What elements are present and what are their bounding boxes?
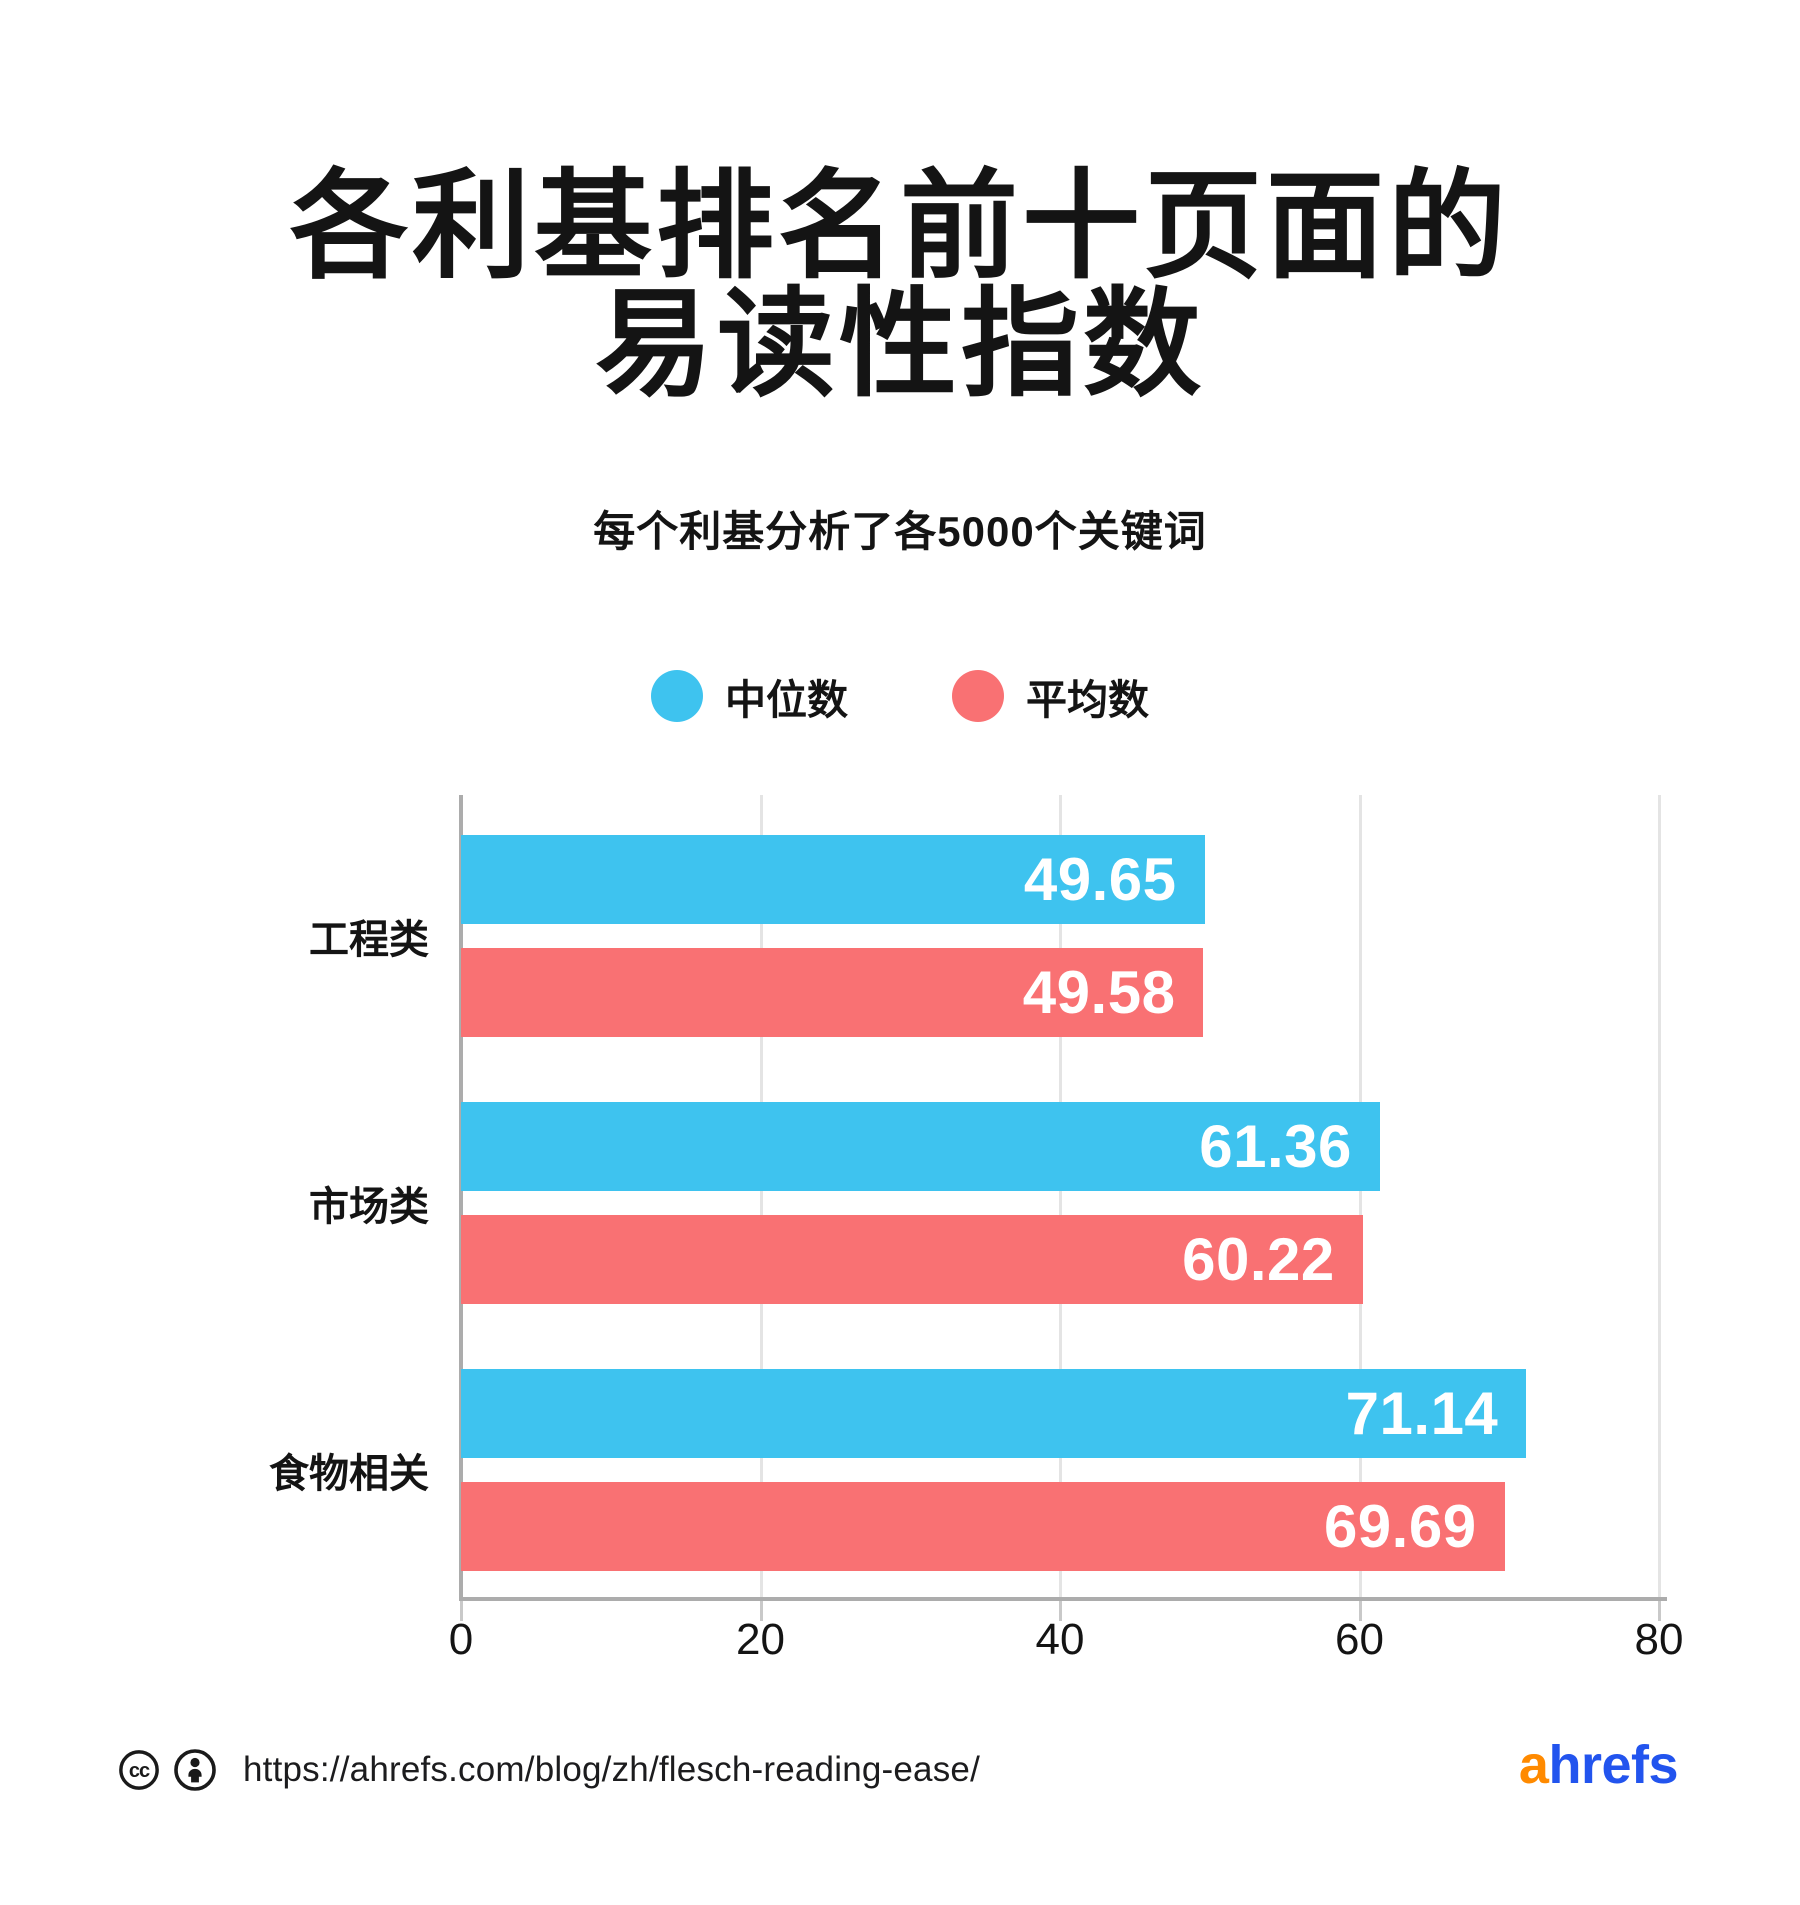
- category-label: 市场类: [309, 1185, 429, 1229]
- category-label: 工程类: [309, 918, 429, 962]
- legend-item-mean: 平均数: [952, 666, 1149, 726]
- source-url: https://ahrefs.com/blog/zh/flesch-readin…: [243, 1750, 980, 1789]
- axis-tick-mark: [759, 1601, 763, 1621]
- gridline: [759, 795, 763, 1601]
- cc-icon: cc: [119, 1750, 159, 1790]
- attribution-icon: [174, 1749, 216, 1791]
- axis-tick-mark: [460, 1601, 463, 1621]
- chart-title-line1: 各利基排名前十页面的: [289, 161, 1510, 293]
- x-tick-label: 80: [1634, 1615, 1684, 1664]
- mean-legend-label: 平均数: [1026, 677, 1149, 723]
- bar-value-label: 49.65: [1023, 846, 1177, 913]
- attribution: cc https://ahrefs.com/blog/zh/flesch-rea…: [118, 1744, 980, 1796]
- chart-title-line2: 易读性指数: [594, 279, 1205, 411]
- bar-value-label: 49.58: [1022, 959, 1176, 1026]
- ahrefs-logo-hrefs: hrefs: [1548, 1735, 1678, 1795]
- median-legend-label: 中位数: [725, 677, 848, 723]
- bar-group: 食物相关 71.14 69.69: [269, 1369, 1659, 1571]
- x-tick-label: 60: [1335, 1615, 1384, 1664]
- legend: 中位数 平均数: [0, 666, 1800, 726]
- bar-mean: 60.22: [461, 1215, 1363, 1304]
- axis-tick-mark: [1658, 1601, 1661, 1621]
- x-tick-label: 20: [736, 1615, 785, 1664]
- bar-mean: 49.58: [461, 948, 1204, 1037]
- svg-text:cc: cc: [129, 1760, 150, 1782]
- bar-value-label: 60.22: [1182, 1226, 1335, 1293]
- bar-group: 市场类 61.36 60.22: [309, 1102, 1659, 1304]
- category-label: 食物相关: [269, 1452, 429, 1496]
- ahrefs-logo: ahrefs: [1518, 1735, 1679, 1795]
- x-axis-line: [459, 1597, 1667, 1601]
- bar-value-label: 71.14: [1345, 1380, 1499, 1447]
- x-axis-labels: 0 20 40 60 80: [449, 1615, 1684, 1669]
- median-legend-dot: [651, 670, 703, 722]
- legend-item-median: 中位数: [651, 666, 848, 726]
- y-axis-line: [459, 795, 463, 1601]
- bar-groups: 工程类 49.65 49.58 市场类 61.36 60.22 食物相关 71.14 69.69: [269, 795, 1659, 1571]
- bar-value-label: 69.69: [1323, 1493, 1477, 1560]
- x-tick-label: 0: [448, 1615, 474, 1664]
- x-tick-label: 40: [1035, 1615, 1085, 1664]
- mean-legend-dot: [952, 670, 1004, 722]
- bar-value-label: 61.36: [1199, 1113, 1352, 1180]
- plot-area: 工程类 49.65 49.58 市场类 61.36 60.22 食物相关 71.14 69.69…: [269, 795, 1683, 1664]
- bar-median: 71.14: [461, 1369, 1527, 1458]
- bar-mean: 69.69: [461, 1482, 1505, 1571]
- license-icons: cc: [118, 1748, 217, 1792]
- chart-subtitle: 每个利基分析了各5000个关键词: [593, 508, 1207, 555]
- bar-group: 工程类 49.65 49.58: [309, 835, 1659, 1037]
- ahrefs-logo-a: a: [1518, 1735, 1549, 1795]
- gridlines: [459, 795, 1661, 1621]
- gridline: [1658, 795, 1661, 1601]
- axis-tick-mark: [1358, 1601, 1362, 1621]
- bar-median: 61.36: [461, 1102, 1380, 1191]
- chart-title: 各利基排名前十页面的 易读性指数: [0, 168, 1800, 404]
- bar-median: 49.65: [461, 835, 1205, 924]
- gridline: [1059, 795, 1062, 1601]
- axis-tick-mark: [1059, 1601, 1062, 1621]
- gridline: [1358, 795, 1362, 1601]
